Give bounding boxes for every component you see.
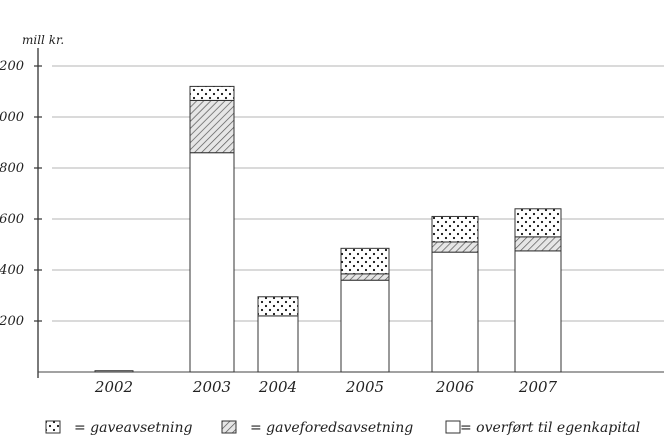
bar-layer: [94, 85, 562, 373]
y-tick-label: 800: [0, 161, 24, 176]
bar-segment: [189, 85, 235, 101]
bar-segment: [340, 279, 390, 373]
legend-swatch: [445, 420, 461, 434]
legend: = gaveavsetning = gaveforedsavsetning = ov…: [45, 420, 640, 436]
bar-segment: [431, 241, 479, 253]
y-tick-label: 200: [0, 314, 24, 329]
y-tick-label: 1000: [0, 110, 24, 125]
bar-segment: [257, 315, 299, 373]
legend-label: = gaveavsetning: [74, 420, 193, 436]
bar-segment: [514, 250, 562, 373]
y-axis-unit-label: mill kr.: [22, 33, 64, 47]
bar-segment: [340, 273, 390, 281]
grid-layer: [52, 65, 664, 322]
x-tick-label: 2006: [435, 378, 475, 396]
x-tick-label: 2003: [192, 378, 231, 396]
y-tick-label: 1200: [0, 59, 24, 74]
x-tick-label: 2002: [94, 378, 133, 396]
bar-segment: [340, 247, 390, 275]
legend-label: = overført til egenkapital: [460, 420, 640, 436]
bar-segment: [257, 296, 299, 317]
bar-segment: [94, 370, 134, 373]
bar-segment: [431, 215, 479, 243]
y-tick-label: 600: [0, 212, 24, 227]
bar-segment: [514, 236, 562, 252]
x-tick-label: 2004: [258, 378, 297, 396]
bar-segment: [189, 152, 235, 373]
label-layer: mill kr. 200 400 600 800 1000 1200 2002 2003 2004…: [0, 33, 558, 396]
bar-segment: [514, 208, 562, 238]
y-tick-label: 400: [0, 263, 24, 278]
x-tick-label: 2005: [345, 378, 384, 396]
legend-label: = gaveforedsavsetning: [250, 420, 413, 436]
legend-swatch: [221, 420, 237, 434]
x-tick-label: 2007: [518, 378, 558, 396]
bar-segment: [431, 251, 479, 373]
legend-swatch: [45, 420, 61, 434]
bar-segment: [189, 99, 235, 154]
